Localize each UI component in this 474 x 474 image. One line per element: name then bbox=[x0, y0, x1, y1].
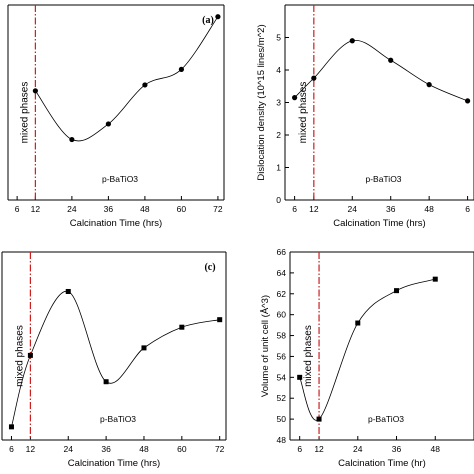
x-tick-label: 6 bbox=[15, 204, 20, 214]
y-tick-label: 56 bbox=[277, 351, 287, 361]
y-axis-title: Volume of unit cell (Å^3) bbox=[260, 295, 271, 397]
panel-tag: (c) bbox=[204, 262, 215, 273]
y-tick-label: 5 bbox=[276, 33, 281, 43]
data-point bbox=[297, 374, 303, 380]
data-point bbox=[178, 66, 185, 72]
data-point bbox=[65, 288, 71, 294]
x-tick-label: 6 bbox=[465, 204, 470, 214]
x-tick-label: 72 bbox=[213, 204, 223, 214]
data-point bbox=[103, 379, 109, 385]
x-axis-title: Calcination Time (hrs) bbox=[333, 218, 425, 229]
x-tick-label: 60 bbox=[177, 204, 187, 214]
x-tick-label: 12 bbox=[26, 444, 36, 454]
data-point bbox=[179, 324, 185, 330]
y-tick-label: 64 bbox=[277, 268, 287, 278]
phase-label: mixed phases bbox=[19, 82, 30, 144]
x-axis-title: Calcination Time (hrs) bbox=[70, 218, 162, 229]
y-tick-label: 50 bbox=[277, 414, 287, 424]
x-tick-label: 6 bbox=[9, 444, 14, 454]
y-axis-title: Dislocation density (10^15 lines/m^2) bbox=[256, 24, 267, 180]
data-point bbox=[388, 57, 394, 63]
sample-label: p-BaTiO3 bbox=[102, 174, 138, 184]
series-line bbox=[35, 16, 219, 142]
series-line bbox=[299, 278, 436, 421]
x-tick-label: 60 bbox=[177, 444, 187, 454]
series-line bbox=[294, 40, 468, 102]
y-tick-label: 3 bbox=[276, 98, 281, 108]
x-tick-label: 36 bbox=[392, 444, 402, 454]
sample-label: p-BaTiO3 bbox=[365, 174, 401, 184]
series-line bbox=[11, 291, 220, 427]
y-tick-label: 0 bbox=[276, 195, 281, 205]
x-tick-label: 6 bbox=[297, 444, 302, 454]
x-tick-label: 24 bbox=[64, 444, 74, 454]
y-tick-label: 60 bbox=[277, 310, 287, 320]
y-tick-label: 52 bbox=[277, 393, 287, 403]
data-point bbox=[141, 345, 147, 351]
data-point bbox=[142, 82, 148, 88]
data-point bbox=[349, 38, 355, 44]
y-tick-label: 4 bbox=[276, 65, 281, 75]
x-tick-label: 24 bbox=[67, 204, 77, 214]
x-axis-title: Calcination Time (hrs) bbox=[68, 458, 160, 469]
x-tick-label: 12 bbox=[314, 444, 324, 454]
x-tick-label: 48 bbox=[431, 444, 441, 454]
data-point bbox=[311, 75, 317, 81]
x-tick-label: 72 bbox=[215, 444, 225, 454]
data-point bbox=[316, 416, 322, 422]
x-tick-label: 48 bbox=[140, 204, 150, 214]
data-point bbox=[105, 121, 111, 127]
data-point bbox=[394, 288, 400, 294]
x-axis-title: Calcination Time (hr) bbox=[338, 458, 426, 469]
data-point bbox=[27, 352, 33, 358]
panel-c: 6 12 24 36 48 60 72 Calcination Time (hrs) mixed… bbox=[1, 251, 227, 469]
y-tick-label: 66 bbox=[277, 247, 287, 257]
x-tick-label: 36 bbox=[104, 204, 114, 214]
panel-a: 6 12 24 36 48 60 72 Calcination Time (hrs) mixed… bbox=[7, 4, 225, 229]
data-point bbox=[355, 320, 361, 326]
x-tick-label: 24 bbox=[353, 444, 363, 454]
data-point bbox=[426, 82, 432, 88]
data-point bbox=[292, 95, 298, 101]
x-tick-label: 48 bbox=[424, 204, 434, 214]
sample-label: p-BaTiO3 bbox=[368, 414, 404, 424]
x-tick-label: 48 bbox=[139, 444, 149, 454]
phase-label: mixed phases bbox=[298, 82, 309, 144]
data-point bbox=[8, 424, 14, 430]
x-tick-label: 12 bbox=[309, 204, 319, 214]
phase-label: mixed phases bbox=[303, 325, 314, 387]
data-point bbox=[464, 98, 471, 104]
data-point bbox=[69, 136, 75, 143]
phase-label: mixed phases bbox=[14, 325, 25, 387]
data-point bbox=[432, 276, 438, 282]
sample-label: p-BaTiO3 bbox=[100, 414, 136, 424]
y-tick-label: 62 bbox=[277, 289, 287, 299]
y-tick-label: 1 bbox=[276, 163, 281, 173]
y-tick-label: 54 bbox=[277, 372, 287, 382]
x-tick-label: 24 bbox=[348, 204, 358, 214]
x-tick-label: 12 bbox=[31, 204, 41, 214]
data-point bbox=[32, 88, 38, 94]
y-tick-label: 58 bbox=[277, 331, 287, 341]
data-point bbox=[217, 317, 223, 323]
data-point bbox=[215, 14, 221, 20]
x-tick-label: 36 bbox=[101, 444, 111, 454]
panel-tag: (a) bbox=[202, 15, 214, 26]
panel-d: 6 12 24 36 48 48 50 52 54 56 58 60 62 64 66 Calcination… bbox=[260, 247, 474, 469]
x-tick-label: 36 bbox=[386, 204, 396, 214]
x-tick-label: 6 bbox=[292, 204, 297, 214]
y-tick-label: 48 bbox=[277, 435, 287, 445]
y-tick-label: 2 bbox=[276, 130, 281, 140]
